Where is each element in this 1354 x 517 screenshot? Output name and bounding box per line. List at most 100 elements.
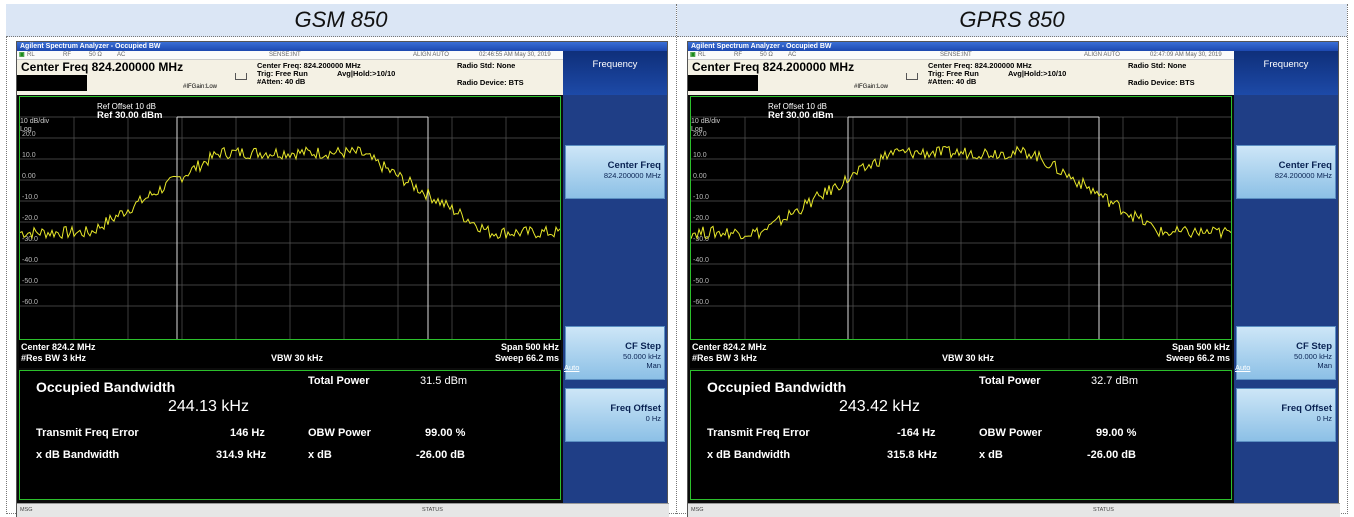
- vbw-label: VBW 30 kHz: [942, 353, 995, 363]
- cf-step-auto-option[interactable]: Auto: [1235, 363, 1251, 372]
- res-bw-label: #Res BW 3 kHz: [692, 353, 758, 363]
- setting-radio-device: Radio Device: BTS: [1128, 78, 1195, 87]
- freq-offset-softkey[interactable]: Freq Offset 0 Hz: [565, 388, 665, 442]
- setting-ifgain: #IFGain:Low: [183, 84, 218, 90]
- rf-indicator: RF: [734, 52, 742, 58]
- obw-value: 244.13 kHz: [168, 398, 249, 415]
- y-tick-label: -50.0: [693, 278, 709, 285]
- spectrum-plot: 20.0 10.0 0.00 -10.0 -20.0 -30.0 -40.0 -50.0 -60…: [691, 116, 1231, 339]
- setting-trig: Trig: Free Run: [928, 69, 979, 78]
- coupling-indicator: AC: [788, 52, 797, 58]
- panel-heading: GSM 850: [6, 4, 676, 37]
- cf-step-auto-option[interactable]: Auto: [564, 363, 580, 372]
- spectrum-trace: [20, 146, 560, 240]
- rl-indicator: RL: [698, 52, 706, 58]
- sense-indicator: SENSE:INT: [940, 52, 972, 58]
- center-freq-readout: Center Freq 824.200000 MHz: [692, 60, 855, 74]
- menu-title: Frequency: [563, 51, 667, 95]
- cf-step-softkey-value: 50.000 kHz: [623, 352, 661, 361]
- setting-radio-std: Radio Std: None: [457, 61, 516, 70]
- cf-step-softkey[interactable]: CF Step 50.000 kHz Man: [1236, 326, 1336, 380]
- softkey-menu: Frequency Center Freq 824.200000 MHz CF …: [1234, 51, 1338, 503]
- y-tick-label: 10.0: [693, 152, 707, 159]
- impedance-indicator: 50 Ω: [89, 52, 102, 58]
- graph-footer: Center 824.2 MHz #Res BW 3 kHz VBW 30 kH…: [690, 340, 1232, 368]
- total-power-value: 32.7 dBm: [1091, 375, 1139, 387]
- align-indicator: ALIGN AUTO: [1084, 52, 1120, 58]
- menu-title: Frequency: [1234, 51, 1338, 95]
- setting-center-freq: Center Freq: 824.200000 MHz: [257, 61, 361, 70]
- freq-offset-softkey-label: Freq Offset: [1281, 403, 1332, 414]
- trigger-icon: [906, 73, 918, 80]
- tfe-value: 146 Hz: [230, 427, 265, 439]
- settings-bar: ▣ RL RF 50 Ω AC SENSE:INT ALIGN AUTO 02:…: [688, 51, 1234, 95]
- trigger-icon: [235, 73, 247, 80]
- y-tick-label: 20.0: [22, 131, 36, 138]
- y-tick-label: 20.0: [693, 131, 707, 138]
- xdb-label: x dB: [979, 449, 1003, 461]
- span-label: Span 500 kHz: [500, 342, 559, 352]
- status-line: ▣ RL RF 50 Ω AC SENSE:INT ALIGN AUTO 02:…: [688, 51, 1234, 60]
- y-tick-label: 10.0: [22, 152, 36, 159]
- setting-avg-hold: Avg|Hold:>10/10: [337, 69, 396, 78]
- y-tick-label: -40.0: [693, 257, 709, 264]
- spectrum-graph: 20.0 10.0 0.00 -10.0 -20.0 -30.0 -40.0 -50.0 -60…: [690, 96, 1232, 340]
- obw-label: Occupied Bandwidth: [36, 379, 176, 395]
- xdb-bw-value: 314.9 kHz: [216, 449, 267, 461]
- freq-offset-softkey-value: 0 Hz: [1316, 414, 1332, 423]
- spectrum-plot: 20.0 10.0 0.00 -10.0 -20.0 -30.0 -40.0 -50.0 -60…: [20, 116, 560, 339]
- status-line: ▣ RL RF 50 Ω AC SENSE:INT ALIGN AUTO 02:…: [17, 51, 563, 60]
- spectrum-graph: 20.0 10.0 0.00 -10.0 -20.0 -30.0 -40.0 -50.0 -60…: [19, 96, 561, 340]
- cf-step-softkey-label: CF Step: [1296, 341, 1332, 352]
- y-tick-label: -50.0: [22, 278, 38, 285]
- xdb-value: -26.00 dB: [1087, 449, 1136, 461]
- res-bw-label: #Res BW 3 kHz: [21, 353, 87, 363]
- sense-indicator: SENSE:INT: [269, 52, 301, 58]
- datetime: 02:47:09 AM May 30, 2019: [1150, 52, 1222, 58]
- setting-atten: #Atten: 40 dB: [257, 77, 306, 86]
- gsm-850-cell: GSM 850 Agilent Spectrum Analyzer - Occu…: [6, 4, 676, 517]
- center-freq-softkey-label: Center Freq: [607, 160, 661, 171]
- obw-power-value: 99.00 %: [425, 427, 466, 439]
- results-panel: Occupied Bandwidth 244.13 kHz Total Powe…: [19, 370, 561, 500]
- status-label: STATUS: [422, 507, 443, 513]
- cf-step-softkey-label: CF Step: [625, 341, 661, 352]
- cf-step-softkey[interactable]: CF Step 50.000 kHz Man: [565, 326, 665, 380]
- impedance-indicator: 50 Ω: [760, 52, 773, 58]
- cf-step-softkey-mode: Man: [1317, 361, 1332, 370]
- gprs-850-cell: GPRS 850 Agilent Spectrum Analyzer - Occ…: [677, 4, 1347, 517]
- cf-step-softkey-value: 50.000 kHz: [1294, 352, 1332, 361]
- center-freq-softkey-label: Center Freq: [1278, 160, 1332, 171]
- center-freq-softkey[interactable]: Center Freq 824.200000 MHz: [1236, 145, 1336, 199]
- obw-value: 243.42 kHz: [839, 398, 920, 415]
- setting-avg-hold: Avg|Hold:>10/10: [1008, 69, 1067, 78]
- lxi-icon: ▣: [19, 52, 25, 58]
- center-freq-softkey[interactable]: Center Freq 824.200000 MHz: [565, 145, 665, 199]
- scale-type: Log: [691, 126, 703, 133]
- sweep-label: Sweep 66.2 ms: [494, 353, 559, 363]
- y-tick-label: -40.0: [22, 257, 38, 264]
- xdb-bw-value: 315.8 kHz: [887, 449, 938, 461]
- tfe-label: Transmit Freq Error: [36, 427, 139, 439]
- y-tick-label: -10.0: [693, 194, 709, 201]
- y-tick-label: -30.0: [693, 236, 709, 243]
- msg-label: MSG: [691, 507, 704, 513]
- obw-power-value: 99.00 %: [1096, 427, 1137, 439]
- xdb-bw-label: x dB Bandwidth: [36, 449, 120, 461]
- center-freq-softkey-value: 824.200000 MHz: [603, 171, 661, 180]
- scale-div: 10 dB/div: [691, 118, 721, 125]
- xdb-bw-label: x dB Bandwidth: [707, 449, 791, 461]
- spectrum-analyzer-window: Agilent Spectrum Analyzer - Occupied BW …: [687, 41, 1340, 517]
- results-panel: Occupied Bandwidth 243.42 kHz Total Powe…: [690, 370, 1232, 500]
- freq-offset-softkey[interactable]: Freq Offset 0 Hz: [1236, 388, 1336, 442]
- window-title: Agilent Spectrum Analyzer - Occupied BW: [17, 42, 667, 51]
- setting-atten: #Atten: 40 dB: [928, 77, 977, 86]
- message-bar: MSG STATUS: [17, 503, 669, 517]
- rf-indicator: RF: [63, 52, 71, 58]
- center-freq-softkey-value: 824.200000 MHz: [1274, 171, 1332, 180]
- input-box: [17, 75, 87, 91]
- freq-offset-softkey-value: 0 Hz: [645, 414, 661, 423]
- spectrum-analyzer-window: Agilent Spectrum Analyzer - Occupied BW …: [16, 41, 669, 517]
- ref-offset: Ref Offset 10 dB: [97, 102, 156, 111]
- setting-trig: Trig: Free Run: [257, 69, 308, 78]
